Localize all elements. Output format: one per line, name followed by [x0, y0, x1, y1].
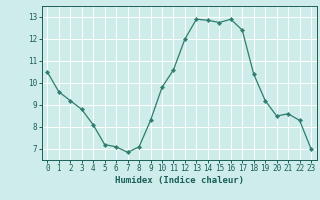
X-axis label: Humidex (Indice chaleur): Humidex (Indice chaleur): [115, 176, 244, 185]
